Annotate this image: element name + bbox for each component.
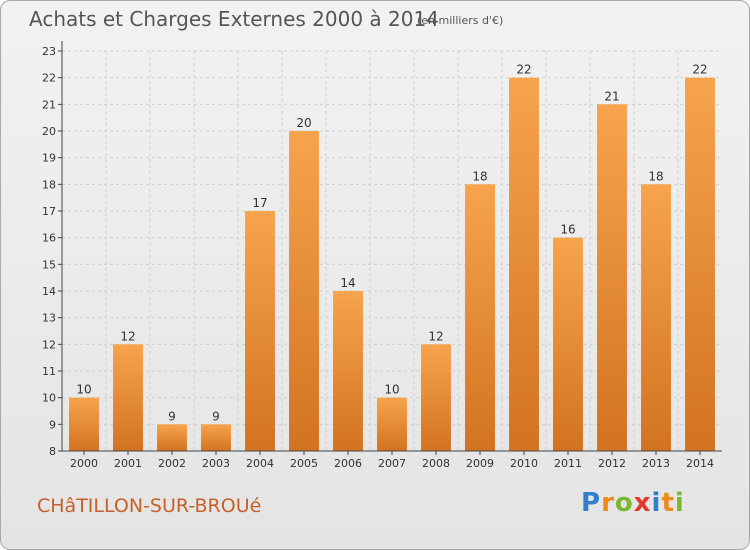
y-tick-label: 12 <box>42 338 56 351</box>
bar-2011 <box>553 237 583 451</box>
x-tick-label: 2010 <box>510 457 538 470</box>
bar-2006 <box>333 291 363 451</box>
y-tick-label: 20 <box>42 125 56 138</box>
bar-2007 <box>377 397 407 451</box>
commune-name: CHâTILLON-SUR-BROUé <box>37 495 262 517</box>
y-tick-label: 21 <box>42 98 56 111</box>
y-tick-label: 17 <box>42 205 56 218</box>
y-tick-label: 9 <box>49 418 56 431</box>
axes: 8 9 10 11 12 13 14 15 16 17 18 19 20 21 22 23 2000 2001 20… <box>42 41 722 470</box>
x-tick-label: 2000 <box>70 457 98 470</box>
value-label: 21 <box>604 89 619 103</box>
y-tick-label: 22 <box>42 72 56 85</box>
value-labels: 10 12 9 9 17 20 14 10 12 18 22 16 21 18 22 <box>76 63 707 424</box>
value-label: 14 <box>340 276 355 290</box>
y-tick-label: 14 <box>42 285 56 298</box>
x-tick-label: 2001 <box>114 457 142 470</box>
value-label: 22 <box>516 63 531 77</box>
value-label: 12 <box>120 329 135 343</box>
bar-2010 <box>509 77 539 452</box>
value-label: 18 <box>472 169 487 183</box>
x-tick-label: 2007 <box>378 457 406 470</box>
value-label: 9 <box>168 409 176 423</box>
bar-2003 <box>201 424 231 451</box>
value-label: 9 <box>212 409 220 423</box>
value-label: 22 <box>692 63 707 77</box>
x-tick-label: 2004 <box>246 457 274 470</box>
y-tick-label: 10 <box>42 392 56 405</box>
x-tick-label: 2005 <box>290 457 318 470</box>
y-tick-label: 13 <box>42 312 56 325</box>
logo-letter: i <box>674 488 685 518</box>
logo-letter: x <box>633 488 652 518</box>
value-label: 16 <box>560 223 575 237</box>
y-tick-label: 8 <box>49 445 56 458</box>
y-tick-label: 19 <box>42 152 56 165</box>
x-tick-label: 2008 <box>422 457 450 470</box>
chart-title: Achats et Charges Externes 2000 à 2014 <box>29 7 439 31</box>
bar-2012 <box>597 104 627 451</box>
x-tick-label: 2003 <box>202 457 230 470</box>
value-label: 17 <box>252 196 267 210</box>
bar-2013 <box>641 184 671 452</box>
y-tick-label: 16 <box>42 232 56 245</box>
logo-letter: o <box>614 488 634 518</box>
x-tick-label: 2011 <box>554 457 582 470</box>
bar-2004 <box>245 211 275 451</box>
logo-letter: t <box>661 488 675 518</box>
bar-2005 <box>289 131 319 451</box>
bar-2001 <box>113 344 143 451</box>
y-tick-label: 23 <box>42 45 56 58</box>
logo-letter: i <box>651 488 662 518</box>
value-label: 12 <box>428 329 443 343</box>
value-label: 10 <box>384 383 399 397</box>
proxiti-logo: Proxiti <box>581 488 685 518</box>
value-label: 18 <box>648 169 663 183</box>
x-tick-label: 2012 <box>598 457 626 470</box>
x-tick-label: 2002 <box>158 457 186 470</box>
bars <box>69 77 715 452</box>
logo-letter: r <box>601 488 615 518</box>
chart-unit: (en milliers d'€) <box>417 14 504 27</box>
bar-2009 <box>465 184 495 452</box>
value-label: 20 <box>296 116 311 130</box>
bar-2000 <box>69 397 99 451</box>
x-tick-label: 2009 <box>466 457 494 470</box>
y-tick-label: 11 <box>42 365 56 378</box>
bar-2002 <box>157 424 187 451</box>
x-tick-label: 2014 <box>686 457 714 470</box>
logo-letter: P <box>581 488 602 518</box>
x-tick-label: 2013 <box>642 457 670 470</box>
bar-2014 <box>685 77 715 452</box>
y-tick-label: 15 <box>42 258 56 271</box>
x-tick-label: 2006 <box>334 457 362 470</box>
value-label: 10 <box>76 383 91 397</box>
y-tick-label: 18 <box>42 178 56 191</box>
bar-2008 <box>421 344 451 451</box>
